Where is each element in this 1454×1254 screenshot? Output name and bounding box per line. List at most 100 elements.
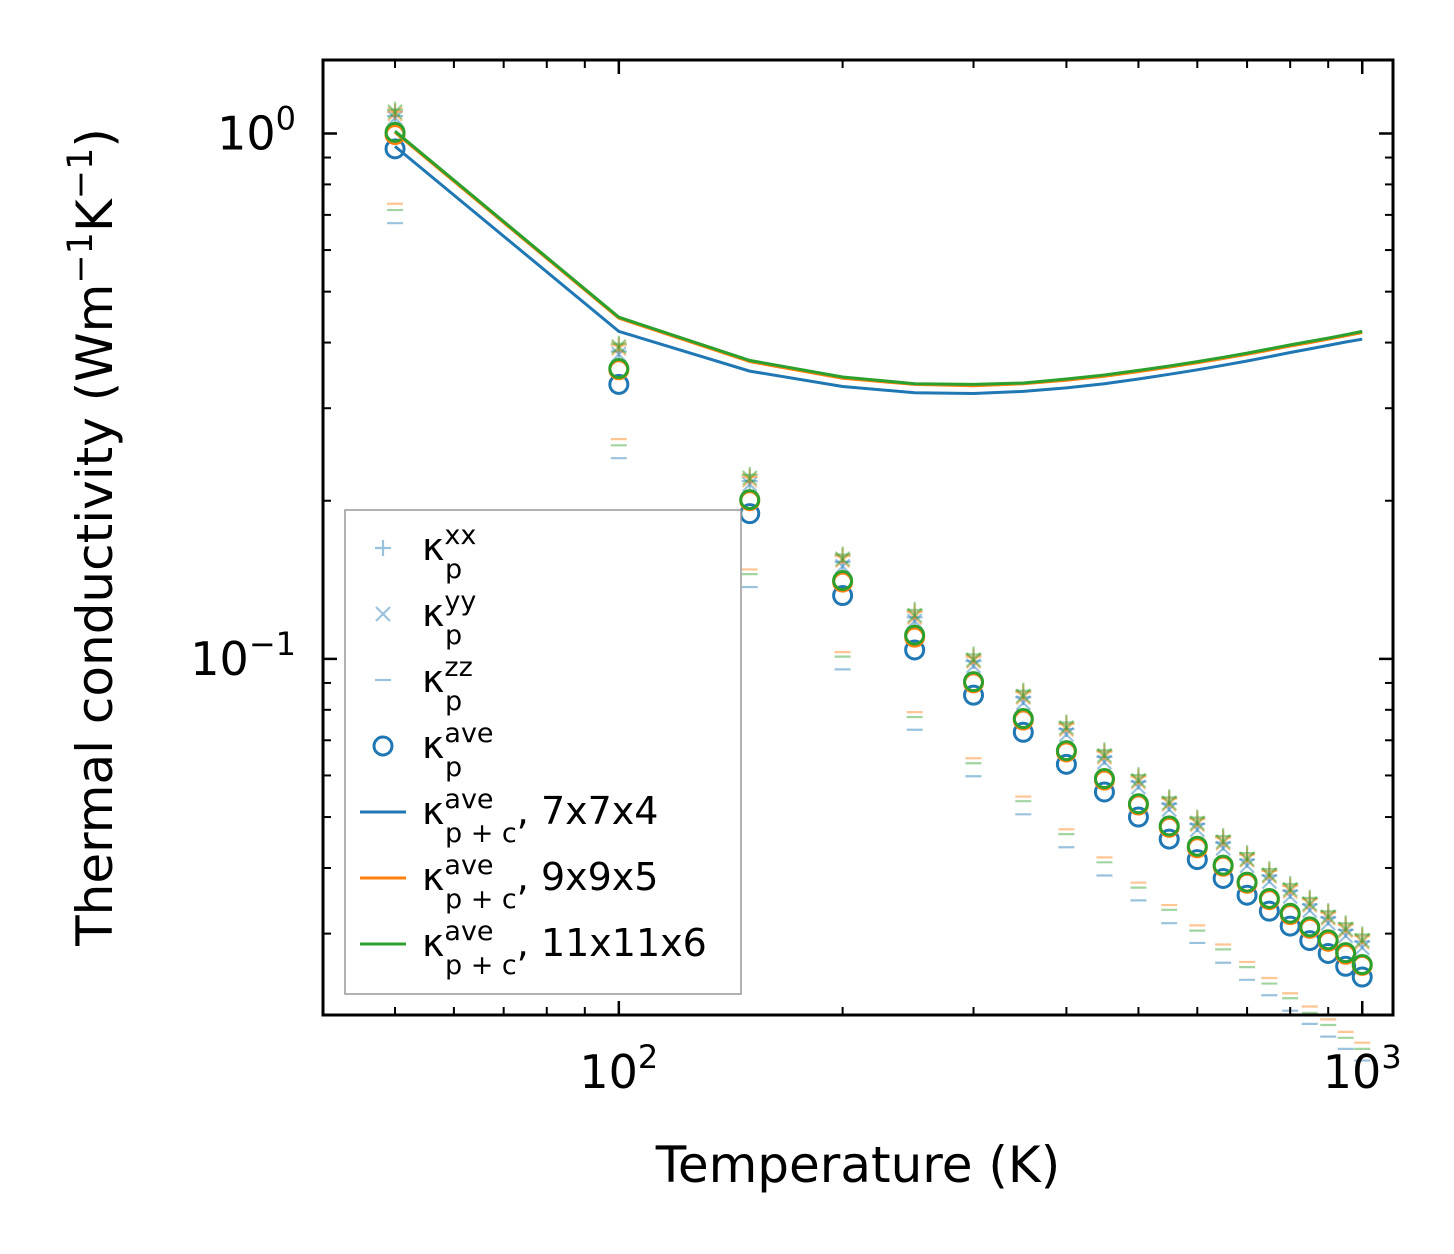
series-9x9x5-kp_zz (387, 202, 1371, 1044)
point-kp_ave-7x7x4 (1093, 781, 1115, 803)
point-kp_xx-11x11x6 (1096, 742, 1113, 759)
point-kp_ave-7x7x4 (1186, 849, 1208, 871)
point-kp_yy-9x9x5 (387, 106, 403, 122)
point-kp_yy-7x7x4 (1282, 888, 1298, 905)
point-kp_yy-7x7x4 (1239, 857, 1255, 874)
point-kp_ave-7x7x4 (608, 373, 630, 395)
point-kp_yy-7x7x4 (834, 558, 851, 575)
point-kp_xx-7x7x4 (1337, 921, 1354, 938)
legend-marker-plus (375, 540, 391, 556)
series-7x7x4-kp_xx (387, 107, 1371, 950)
point-kp_yy-7x7x4 (1215, 840, 1231, 857)
point-kp_yy-9x9x5 (1261, 868, 1278, 884)
point-kp_yy-7x7x4 (965, 658, 982, 674)
point-kp_ave-11x11x6 (739, 489, 761, 511)
point-kp_ave-7x7x4 (1055, 753, 1077, 775)
point-kp_yy-11x11x6 (1282, 881, 1298, 898)
point-kp_yy-11x11x6 (1215, 833, 1231, 850)
point-kp_xx-9x9x5 (1239, 846, 1256, 863)
point-kp_xx-7x7x4 (1015, 689, 1032, 706)
point-kp_yy-9x9x5 (1239, 852, 1255, 868)
point-kp_yy-11x11x6 (1320, 908, 1336, 925)
point-kp_yy-9x9x5 (1096, 749, 1113, 765)
point-kp_ave-7x7x4 (1127, 806, 1149, 828)
point-kp_xx-11x11x6 (610, 335, 627, 352)
point-kp_yy-9x9x5 (1058, 721, 1075, 738)
point-kp_yy-7x7x4 (1096, 754, 1113, 770)
point-kp_yy-9x9x5 (906, 609, 923, 626)
point-kp_xx-7x7x4 (965, 653, 982, 670)
point-kp_yy-7x7x4 (1015, 695, 1032, 711)
legend-label: κzz p (422, 652, 473, 717)
legend-markers (360, 540, 406, 946)
point-kp_yy-11x11x6 (1337, 921, 1354, 937)
point-kp_xx-11x11x6 (1282, 875, 1299, 892)
point-kp_ave-11x11x6 (1236, 871, 1258, 893)
point-kp_yy-11x11x6 (1261, 867, 1278, 883)
point-kp_yy-7x7x4 (1189, 821, 1206, 838)
point-kp_xx-9x9x5 (1096, 743, 1113, 760)
point-kp_xx-9x9x5 (965, 648, 982, 665)
point-kp_ave-11x11x6 (1279, 902, 1301, 924)
point-kp_ave-7x7x4 (1258, 900, 1280, 922)
point-kp_xx-9x9x5 (1337, 916, 1354, 933)
point-kp_yy-11x11x6 (387, 103, 403, 120)
point-kp_xx-9x9x5 (387, 103, 404, 120)
point-kp_xx-11x11x6 (1130, 767, 1147, 784)
point-kp_xx-7x7x4 (834, 553, 851, 570)
point-kp_yy-11x11x6 (965, 652, 982, 668)
y-tick-label-1: 100 (217, 99, 296, 160)
point-kp_ave-11x11x6 (904, 624, 926, 646)
point-kp_ave-11x11x6 (1158, 815, 1180, 837)
point-kp_xx-9x9x5 (1354, 927, 1371, 944)
point-kp_xx-11x11x6 (1161, 789, 1178, 806)
point-kp_yy-11x11x6 (1239, 851, 1255, 867)
point-kp_ave-11x11x6 (963, 671, 985, 693)
point-kp_yy-9x9x5 (834, 552, 851, 569)
point-kp_ave-7x7x4 (1158, 828, 1180, 850)
point-kp_xx-11x11x6 (1354, 926, 1371, 943)
point-kp_ave-11x11x6 (1093, 768, 1115, 790)
point-kp_xx-9x9x5 (906, 603, 923, 620)
series-11x11x6-kp_zz (387, 208, 1371, 1051)
point-kp_xx-9x9x5 (1058, 715, 1075, 732)
point-kp_yy-11x11x6 (1301, 895, 1318, 912)
legend-label: κxx p (422, 520, 476, 585)
point-kp_xx-7x7x4 (610, 343, 627, 360)
data-layer (384, 101, 1373, 1062)
series-7x7x4-kp_ave (384, 138, 1373, 988)
legend-label: κave p (422, 718, 494, 783)
point-kp_yy-11x11x6 (611, 338, 627, 355)
point-kp_ave-11x11x6 (1258, 887, 1280, 909)
point-kp_ave-7x7x4 (1279, 915, 1301, 937)
point-kp_xx-11x11x6 (387, 101, 404, 118)
point-kp_xx-11x11x6 (1215, 828, 1232, 845)
point-kp_xx-7x7x4 (1161, 795, 1178, 812)
point-kp_xx-7x7x4 (1058, 721, 1075, 738)
point-kp_ave-11x11x6 (608, 358, 630, 380)
point-kp_yy-7x7x4 (1058, 726, 1075, 743)
line-kpc-ave-11x11x6 (394, 130, 1363, 386)
point-kp_yy-9x9x5 (1301, 897, 1318, 913)
point-kp_yy-11x11x6 (1130, 772, 1147, 789)
point-kp_yy-11x11x6 (1354, 932, 1371, 949)
point-kp_xx-11x11x6 (1320, 903, 1337, 920)
point-kp_ave-7x7x4 (1012, 721, 1034, 743)
series-9x9x5-kp_xx (387, 103, 1371, 944)
point-kp_xx-9x9x5 (741, 468, 758, 485)
point-kp_xx-7x7x4 (906, 609, 923, 626)
point-kp_xx-11x11x6 (1261, 861, 1278, 878)
point-kp_ave-11x11x6 (832, 569, 854, 591)
point-kp_xx-11x11x6 (1301, 889, 1318, 906)
point-kp_xx-11x11x6 (741, 466, 758, 483)
point-kp_xx-7x7x4 (1301, 896, 1318, 913)
series-7x7x4-kp_zz (387, 222, 1371, 1062)
point-kp_xx-11x11x6 (1015, 682, 1032, 699)
y-axis-label: Thermal conductivity (Wm−1K−1) (61, 128, 124, 947)
point-kp_xx-11x11x6 (965, 646, 982, 663)
point-kp_yy-11x11x6 (741, 470, 758, 486)
point-kp_ave-11x11x6 (1299, 916, 1321, 938)
point-kp_xx-11x11x6 (1189, 809, 1206, 826)
point-kp_yy-11x11x6 (906, 607, 923, 624)
